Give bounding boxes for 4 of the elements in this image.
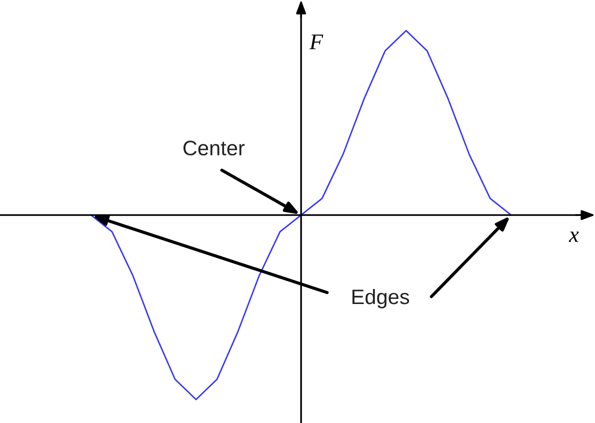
x-axis-title: x [568, 232, 579, 242]
annotation: Edges [352, 288, 410, 308]
annotation: Center [183, 140, 245, 156]
y-axis-title: F [309, 34, 324, 50]
